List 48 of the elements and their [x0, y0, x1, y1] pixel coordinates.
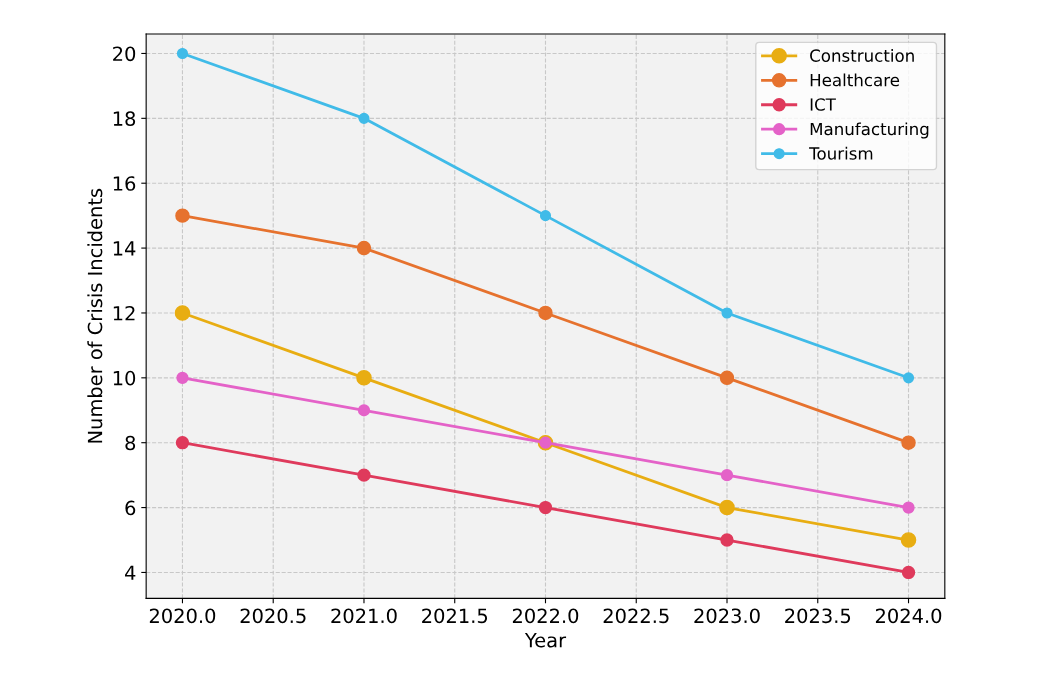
y-tick-label: 18 [113, 111, 136, 126]
x-axis-title: Year [524, 633, 567, 648]
point [720, 533, 734, 547]
y-tick-label: 12 [113, 305, 135, 321]
y-tick-label: 16 [113, 176, 136, 191]
point [176, 371, 189, 384]
point [538, 500, 553, 515]
point [358, 112, 370, 124]
point [720, 469, 734, 482]
y-tick-label: 4 [125, 565, 136, 580]
point [357, 404, 371, 417]
x-tick-label: 2022.0 [512, 608, 579, 624]
point [721, 307, 733, 319]
point [901, 565, 916, 580]
point [175, 436, 190, 450]
y-tick-label: 10 [113, 370, 136, 386]
y-tick-label: 20 [113, 46, 136, 62]
x-tick-label: 2022.5 [603, 608, 669, 624]
x-tick-label: 2020.5 [240, 608, 306, 624]
point [719, 370, 735, 386]
point [176, 47, 189, 60]
x-tick-label: 2024.0 [875, 608, 942, 624]
y-tick-label: 6 [125, 500, 136, 516]
point [902, 501, 915, 514]
x-tick-label: 2021.0 [331, 608, 397, 624]
legend-label: Manufacturing [810, 122, 929, 139]
x-tick-label: 2023.5 [785, 608, 851, 624]
legend-label: Construction [810, 49, 914, 62]
point [174, 305, 191, 321]
x-tick-label: 2020.0 [149, 608, 216, 624]
point [902, 372, 915, 384]
point [539, 210, 552, 222]
legend-label: ICT [810, 98, 836, 111]
y-tick-label: 14 [113, 241, 136, 256]
point [357, 468, 371, 482]
point [719, 499, 735, 516]
point [356, 240, 372, 256]
point [175, 208, 190, 223]
point [901, 435, 916, 450]
y-tick-label: 8 [125, 435, 136, 451]
point [356, 370, 372, 386]
point [900, 532, 917, 548]
legend-label: Tourism [809, 146, 873, 160]
legend-label: Healthcare [810, 73, 900, 87]
y-axis-title: Number of Crisis Incidents [87, 188, 103, 443]
point [538, 305, 553, 321]
x-tick-label: 2021.5 [422, 608, 488, 624]
x-tick-label: 2023.0 [694, 608, 760, 624]
